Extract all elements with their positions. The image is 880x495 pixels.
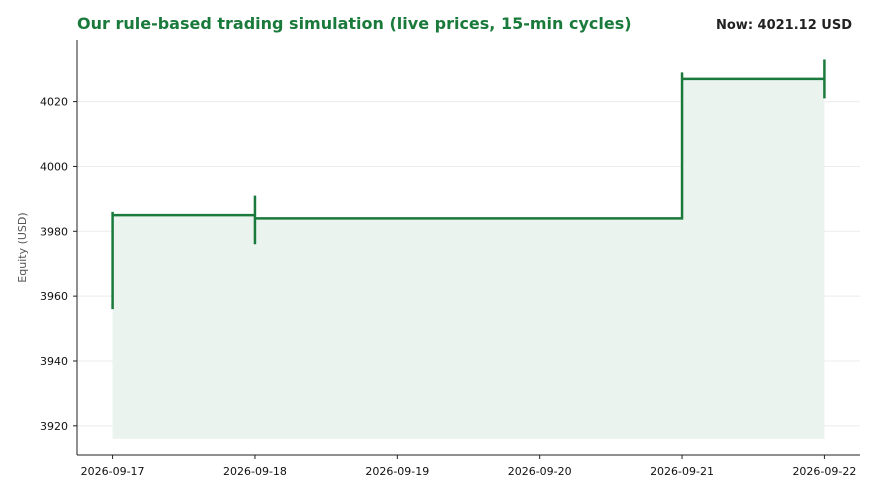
x-tick-label: 2026-09-17 xyxy=(81,465,145,478)
y-tick-label: 3920 xyxy=(40,420,68,433)
y-tick-label: 4020 xyxy=(40,96,68,109)
x-tick-label: 2026-09-19 xyxy=(365,465,429,478)
y-tick-label: 4000 xyxy=(40,160,68,173)
y-tick-label: 3960 xyxy=(40,290,68,303)
y-tick-label: 3980 xyxy=(40,225,68,238)
x-tick-label: 2026-09-18 xyxy=(223,465,287,478)
y-axis-label: Equity (USD) xyxy=(16,212,29,282)
chart-title: Our rule-based trading simulation (live … xyxy=(77,14,632,33)
y-tick-label: 3940 xyxy=(40,355,68,368)
current-value-label: Now: 4021.12 USD xyxy=(716,18,852,33)
x-tick-label: 2026-09-20 xyxy=(508,465,572,478)
x-tick-label: 2026-09-22 xyxy=(792,465,856,478)
equity-area-fill xyxy=(112,78,825,439)
equity-series-line xyxy=(111,59,826,310)
x-tick-label: 2026-09-21 xyxy=(650,465,714,478)
